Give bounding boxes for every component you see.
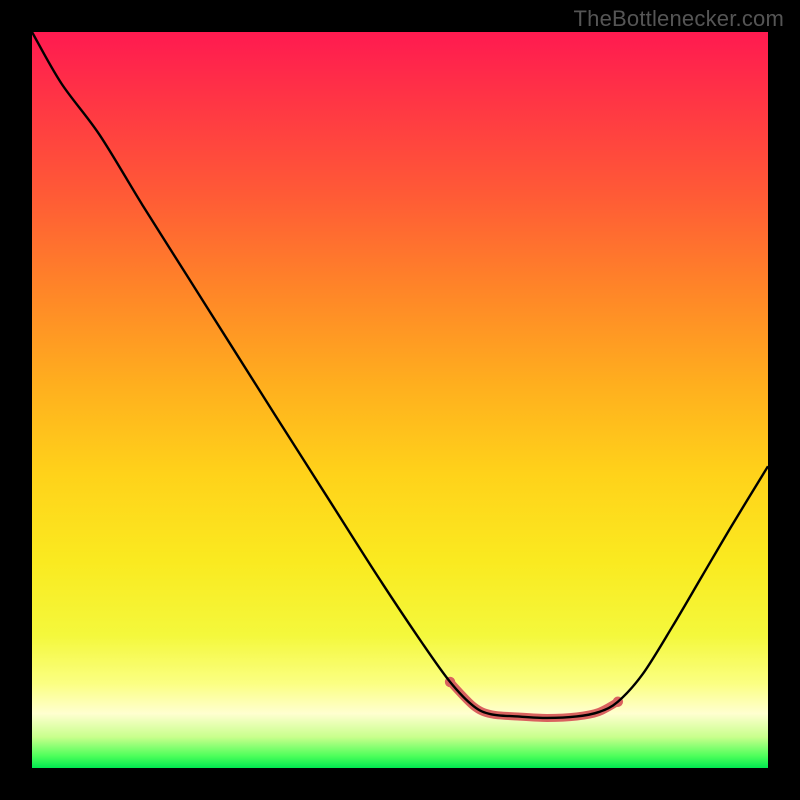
plot-area	[32, 32, 768, 768]
valley-highlight	[450, 682, 618, 718]
curve-layer	[32, 32, 768, 768]
bottleneck-curve	[32, 32, 768, 718]
watermark-text: TheBottlenecker.com	[574, 6, 784, 32]
